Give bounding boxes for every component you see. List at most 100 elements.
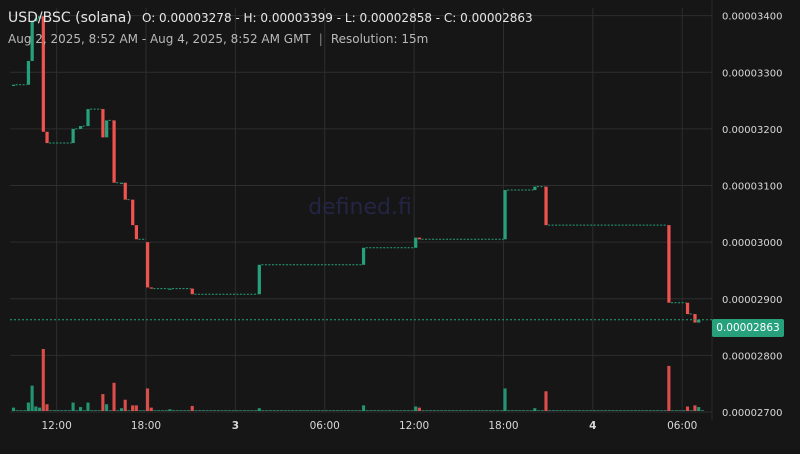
- volume-bar-min: [261, 410, 265, 411]
- volume-bar: [26, 402, 30, 411]
- current-price-label: 0.00002863: [712, 319, 784, 337]
- volume-bar-min: [213, 410, 217, 411]
- volume-bar-min: [287, 410, 291, 411]
- volume-bar: [112, 382, 116, 411]
- volume-bar-min: [548, 410, 552, 411]
- volume-bar-min: [272, 410, 276, 411]
- volume-bar: [86, 402, 90, 411]
- volume-bar-min: [309, 410, 313, 411]
- volume-bar-min: [496, 410, 500, 411]
- candle: [34, 18, 38, 22]
- volume-bar: [11, 407, 16, 411]
- x-tick-label: 18:00: [488, 420, 518, 432]
- volume-bar: [361, 405, 366, 411]
- volume-bar-min: [451, 410, 455, 411]
- volume-bar: [697, 407, 701, 411]
- volume-bar-min: [343, 410, 347, 411]
- volume-bar: [685, 406, 690, 411]
- volume-bar-min: [443, 410, 448, 411]
- volume-bar-min: [347, 410, 351, 411]
- volume-bar-min: [674, 410, 678, 411]
- volume-bar-min: [93, 410, 97, 411]
- volume-bar-min: [186, 410, 191, 411]
- volume-bar-min: [276, 410, 280, 411]
- candle: [257, 264, 261, 295]
- volume-bar: [123, 399, 127, 411]
- volume-bar-min: [52, 410, 57, 411]
- volume-bar-min: [671, 410, 675, 411]
- volume-bar: [533, 408, 537, 411]
- volume-bar-min: [97, 410, 101, 411]
- volume-bar-min: [577, 410, 582, 411]
- volume-bar-min: [205, 410, 209, 411]
- volume-bar-min: [469, 410, 474, 411]
- volume-bar-min: [313, 410, 317, 411]
- y-tick-label: 0.00003200: [722, 125, 782, 136]
- volume-bar-min: [455, 410, 459, 411]
- x-tick-label: 06:00: [667, 420, 697, 432]
- volume-bar-min: [224, 410, 228, 411]
- volume-bar-min: [510, 410, 515, 411]
- candle: [30, 21, 34, 61]
- volume-bar-min: [172, 410, 176, 411]
- volume-bar-min: [432, 410, 436, 411]
- volume-bar-min: [127, 410, 131, 411]
- volume-bar-min: [376, 410, 380, 411]
- volume-bar: [417, 407, 421, 411]
- candle: [145, 242, 150, 288]
- volume-bar-min: [436, 410, 440, 411]
- volume-bar-min: [481, 410, 485, 411]
- volume-bar-min: [317, 410, 321, 411]
- candle: [101, 109, 105, 138]
- volume-bar-min: [399, 410, 403, 411]
- volume-bar-min: [280, 410, 284, 411]
- volume-bar-min: [157, 410, 161, 411]
- volume-bar-min: [239, 410, 243, 411]
- volume-bar-min: [618, 410, 623, 411]
- volume-bar-min: [522, 410, 526, 411]
- volume-bar: [149, 407, 153, 411]
- volume-bar-min: [294, 410, 299, 411]
- candle: [361, 247, 366, 265]
- volume-bar-min: [652, 410, 656, 411]
- volume-bar-min: [373, 410, 377, 411]
- volume-bar-min: [421, 410, 425, 411]
- volume-bar-min: [551, 410, 556, 411]
- x-tick-label: 3: [232, 420, 239, 432]
- volume-bar-min: [90, 410, 94, 411]
- volume-bar-min: [589, 410, 593, 411]
- volume-bar-min: [563, 410, 567, 411]
- volume-bar-min: [622, 410, 626, 411]
- x-tick-label: 06:00: [310, 420, 340, 432]
- volume-bar-min: [242, 410, 246, 411]
- candle: [685, 302, 690, 315]
- volume-bar-min: [64, 410, 68, 411]
- volume-bar-min: [335, 410, 340, 411]
- volume-bar-min: [175, 410, 179, 411]
- volume-bar-min: [380, 410, 384, 411]
- volume-bar-min: [250, 410, 254, 411]
- volume-bar-min: [641, 410, 645, 411]
- x-tick-label: 12:00: [399, 420, 429, 432]
- volume-bar-min: [198, 410, 202, 411]
- volume-bar: [667, 365, 671, 411]
- volume-bar-min: [630, 410, 634, 411]
- volume-bar-min: [514, 410, 518, 411]
- y-tick-label: 0.00002800: [722, 351, 782, 362]
- volume-bar: [101, 394, 105, 411]
- volume-bar-min: [477, 410, 481, 411]
- watermark-text: defined.fi: [308, 195, 412, 220]
- volume-bar: [168, 409, 172, 411]
- volume-bar-min: [268, 410, 272, 411]
- volume-bar-min: [425, 410, 429, 411]
- volume-bar-min: [306, 410, 310, 411]
- volume-bar-min: [142, 410, 146, 411]
- volume-bar-min: [160, 410, 165, 411]
- volume-bar-min: [447, 410, 451, 411]
- candle: [131, 199, 135, 226]
- volume-bar-min: [555, 410, 559, 411]
- ohlc-readout: O: 0.00003278 - H: 0.00003399 - L: 0.000…: [141, 11, 533, 25]
- candle: [533, 186, 537, 191]
